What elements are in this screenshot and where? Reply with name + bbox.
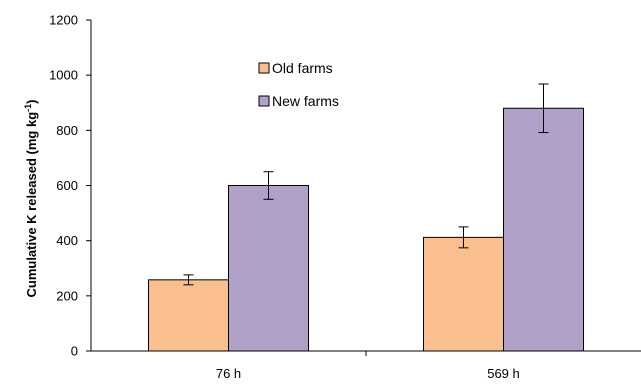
bar bbox=[228, 185, 309, 352]
y-axis-title-end: ) bbox=[24, 99, 39, 103]
y-tick-label: 1000 bbox=[49, 68, 78, 83]
error-bars bbox=[183, 83, 549, 286]
legend-label: New farms bbox=[272, 93, 339, 109]
y-axis-title-main: Cumulative K released (mg kg bbox=[24, 112, 39, 298]
bar bbox=[503, 107, 584, 352]
y-axis-ticks: 0 200 400 600 800 1000 1200 bbox=[49, 13, 91, 359]
bar bbox=[148, 279, 229, 352]
bar bbox=[423, 236, 504, 352]
x-axis-ticks: 76 h 569 h bbox=[216, 351, 520, 381]
legend: Old farms New farms bbox=[258, 60, 339, 109]
y-tick-label: 400 bbox=[56, 233, 78, 248]
y-axis-title-sup: -1 bbox=[23, 104, 33, 112]
x-tick-label: 569 h bbox=[487, 366, 520, 381]
y-tick-label: 1200 bbox=[49, 13, 78, 28]
bars bbox=[148, 107, 584, 352]
y-tick-label: 600 bbox=[56, 178, 78, 193]
y-tick-label: 200 bbox=[56, 288, 78, 303]
y-tick-label: 0 bbox=[71, 344, 78, 359]
y-tick-label: 800 bbox=[56, 123, 78, 138]
y-axis-title: Cumulative K released (mg kg-1) bbox=[23, 99, 39, 297]
x-tick-label: 76 h bbox=[216, 366, 241, 381]
legend-swatch bbox=[258, 62, 270, 74]
legend-swatch bbox=[258, 95, 270, 107]
legend-label: Old farms bbox=[272, 60, 333, 76]
